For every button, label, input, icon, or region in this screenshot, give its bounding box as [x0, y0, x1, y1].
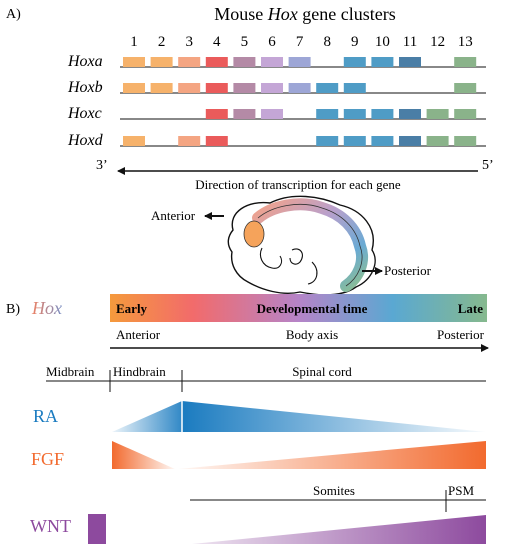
- gene-number: 7: [296, 34, 304, 50]
- wnt-gradient-posterior: [192, 515, 486, 544]
- cluster-name: Hoxa: [67, 53, 103, 70]
- cluster-row-hoxa: Hoxa: [67, 53, 486, 70]
- hox-gene-box: [123, 83, 145, 93]
- hox-gene-box: [233, 83, 256, 93]
- posterior-label: Posterior: [384, 263, 432, 278]
- gene-number: 1: [130, 34, 138, 50]
- cluster-name: Hoxc: [67, 105, 102, 122]
- fgf-gradient-hindbrain: [112, 441, 175, 469]
- hox-gene-box: [150, 83, 173, 93]
- hox-gene-box: [261, 109, 283, 119]
- hox-gene-box: [343, 83, 366, 93]
- ra-gradient-falling: [182, 401, 486, 432]
- hox-gene-box: [343, 57, 366, 67]
- anterior-label: Anterior: [151, 208, 196, 223]
- gene-number: 11: [403, 34, 417, 50]
- hox-gene-box: [205, 83, 228, 93]
- developmental-time-bar: [110, 294, 487, 322]
- wnt-label: WNT: [30, 516, 71, 536]
- hox-gene-box: [178, 57, 201, 67]
- hox-label: Hox: [31, 298, 62, 318]
- panel-a-title: Mouse Hox gene clusters: [214, 4, 395, 24]
- hox-gene-box: [316, 109, 339, 119]
- fgf-label: FGF: [31, 449, 64, 469]
- axis-anterior-label: Anterior: [116, 327, 161, 342]
- fgf-gradient-posterior: [178, 441, 486, 469]
- hox-gene-box: [371, 57, 394, 67]
- time-middle-label: Developmental time: [257, 301, 368, 316]
- gene-number-row: 1 2 3 4 5 6 7 8 9 10 11 12 13: [130, 34, 472, 50]
- end-3-prime: 3’: [96, 158, 108, 173]
- ra-label: RA: [33, 406, 58, 426]
- hox-gene-box: [123, 136, 145, 146]
- ra-gradient-rising: [112, 401, 182, 432]
- gene-number: 3: [185, 34, 193, 50]
- cluster-row-hoxd: Hoxd: [67, 132, 486, 149]
- title-text-post: gene clusters: [298, 4, 396, 24]
- hox-gene-box: [288, 57, 311, 67]
- hox-gene-box: [233, 57, 256, 67]
- hox-gene-box: [205, 57, 228, 67]
- end-5-prime: 5’: [482, 158, 494, 173]
- gene-number: 12: [430, 34, 445, 50]
- hindbrain-label: Hindbrain: [113, 364, 166, 379]
- psm-label: PSM: [448, 483, 474, 498]
- somites-label: Somites: [313, 483, 355, 498]
- hox-gene-box: [399, 57, 421, 67]
- gene-number: 2: [158, 34, 166, 50]
- cluster-name: Hoxb: [67, 79, 103, 96]
- transcription-caption: Direction of transcription for each gene: [195, 177, 401, 192]
- hox-gene-box: [205, 109, 228, 119]
- hox-gene-box: [399, 109, 421, 119]
- time-late-label: Late: [458, 301, 484, 316]
- hox-gene-box: [123, 57, 145, 67]
- title-text-pre: Mouse: [214, 4, 268, 24]
- hox-gene-box: [343, 109, 366, 119]
- title-text-italic: Hox: [267, 4, 298, 24]
- gene-number: 9: [351, 34, 359, 50]
- hox-gene-box: [316, 83, 339, 93]
- hox-gene-box: [454, 57, 477, 67]
- hox-gene-box: [150, 57, 173, 67]
- hox-gene-box: [205, 136, 228, 146]
- gene-number: 6: [268, 34, 276, 50]
- cluster-row-hoxc: Hoxc: [67, 105, 486, 122]
- midbrain-label: Midbrain: [46, 364, 95, 379]
- hox-gene-box: [343, 136, 366, 146]
- panel-b-label: B): [6, 302, 20, 317]
- hox-gene-box: [426, 136, 449, 146]
- hox-gene-box: [261, 57, 283, 67]
- hox-gene-box: [288, 83, 311, 93]
- hox-gene-box: [454, 136, 477, 146]
- hox-gene-box: [399, 136, 421, 146]
- axis-middle-label: Body axis: [286, 327, 338, 342]
- hox-gene-box: [316, 136, 339, 146]
- hox-gene-box: [371, 109, 394, 119]
- hox-gene-box: [178, 136, 201, 146]
- hox-gene-box: [371, 136, 394, 146]
- hox-gene-box: [261, 83, 283, 93]
- panel-a-label: A): [6, 7, 21, 22]
- time-early-label: Early: [116, 301, 148, 316]
- hox-gene-box: [426, 109, 449, 119]
- hox-clusters: Hoxa Hoxb Hoxc Hoxd: [67, 53, 486, 149]
- hox-gene-box: [454, 109, 477, 119]
- spinal-cord-label: Spinal cord: [292, 364, 352, 379]
- hox-gene-box: [454, 83, 477, 93]
- hox-gene-box: [178, 83, 201, 93]
- gene-number: 5: [241, 34, 249, 50]
- gene-number: 10: [375, 34, 390, 50]
- wnt-midbrain-block: [88, 514, 106, 544]
- cluster-name: Hoxd: [67, 132, 104, 149]
- embryo-illustration: [227, 195, 376, 296]
- cluster-row-hoxb: Hoxb: [67, 79, 486, 96]
- gene-number: 8: [323, 34, 331, 50]
- gene-number: 13: [458, 34, 473, 50]
- hox-gene-box: [233, 109, 256, 119]
- axis-posterior-label: Posterior: [437, 327, 485, 342]
- gene-number: 4: [213, 34, 221, 50]
